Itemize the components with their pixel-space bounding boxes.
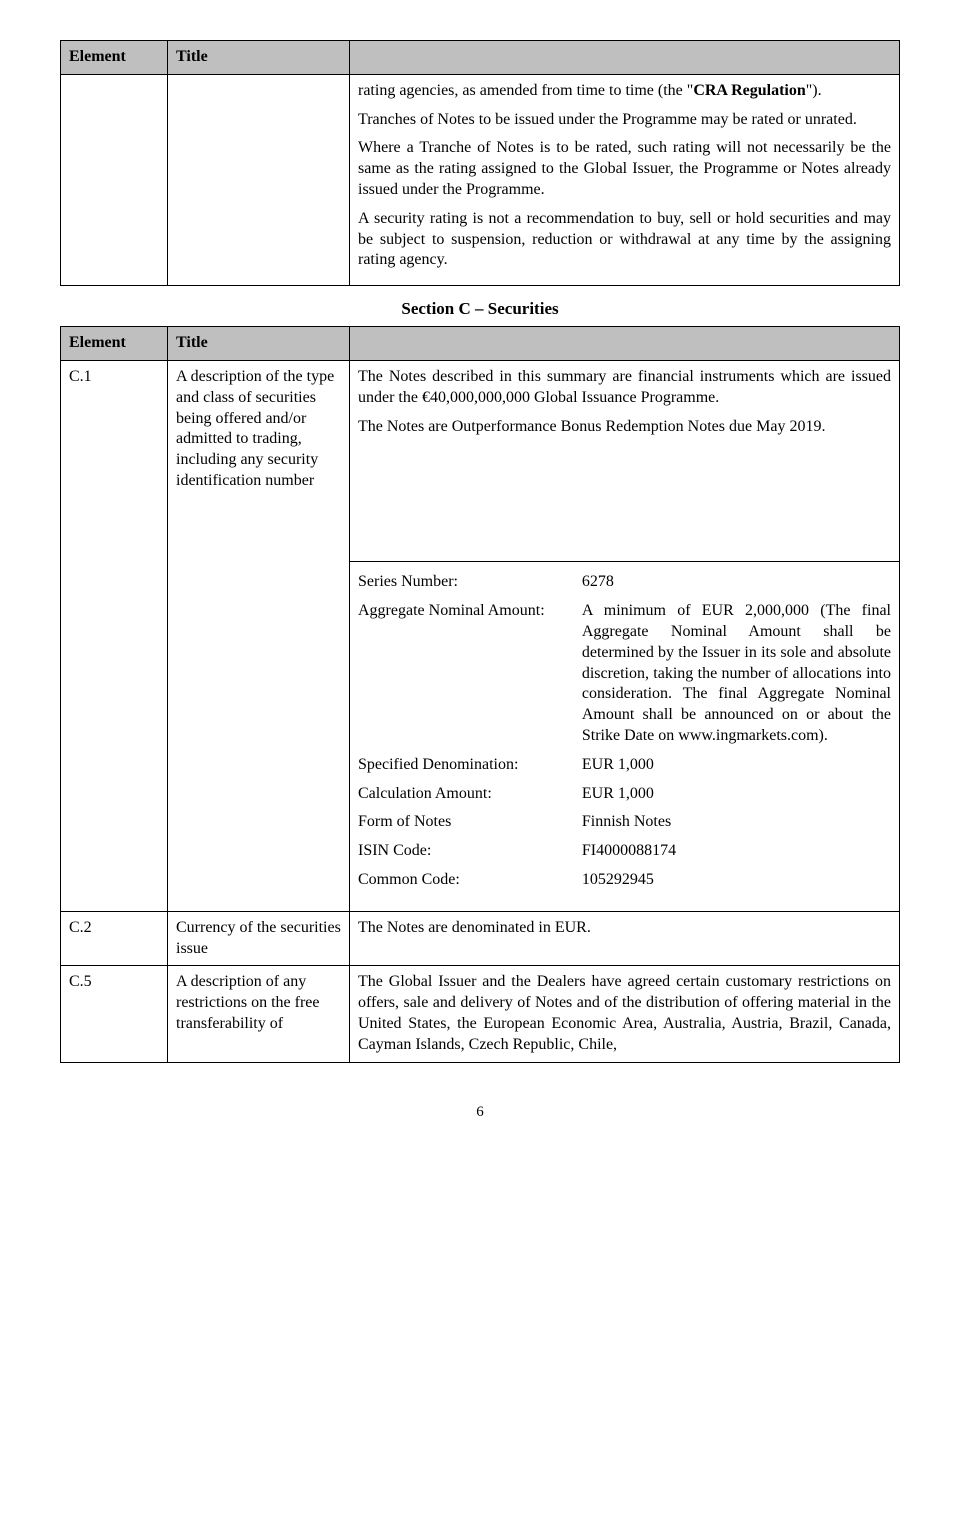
c1-kv-cell: Series Number: 6278 Aggregate Nominal Am… xyxy=(350,562,900,911)
t2-header-title: Title xyxy=(168,327,350,361)
t1-p1a: rating agencies, as amended from time to… xyxy=(358,82,693,99)
c1-id: C.1 xyxy=(61,361,168,912)
t1-p4: A security rating is not a recommendatio… xyxy=(358,209,891,271)
header-element: Element xyxy=(61,41,168,75)
t1-p3: Where a Tranche of Notes is to be rated,… xyxy=(358,138,891,200)
c1-desc-cell: The Notes described in this summary are … xyxy=(350,361,900,562)
header-title: Title xyxy=(168,41,350,75)
t2-header-element: Element xyxy=(61,327,168,361)
section-c-heading: Section C – Securities xyxy=(60,298,900,320)
kv-value-5: FI4000088174 xyxy=(582,837,891,866)
kv-table: Series Number: 6278 Aggregate Nominal Am… xyxy=(358,568,891,894)
t1-body-cell: rating agencies, as amended from time to… xyxy=(350,74,900,285)
c2-id: C.2 xyxy=(61,911,168,966)
c1-desc1: The Notes described in this summary are … xyxy=(358,367,891,409)
kv-label-1: Aggregate Nominal Amount: xyxy=(358,597,582,751)
kv-label-6: Common Code: xyxy=(358,866,582,895)
table-element-securities: Element Title C.1 A description of the t… xyxy=(60,326,900,1062)
c5-title: A description of any restrictions on the… xyxy=(168,966,350,1062)
kv-label-2: Specified Denomination: xyxy=(358,751,582,780)
kv-value-3: EUR 1,000 xyxy=(582,780,891,809)
c1-title: A description of the type and class of s… xyxy=(168,361,350,912)
kv-value-1: A minimum of EUR 2,000,000 (The final Ag… xyxy=(582,597,891,751)
header-blank xyxy=(350,41,900,75)
kv-value-0: 6278 xyxy=(582,568,891,597)
kv-value-2: EUR 1,000 xyxy=(582,751,891,780)
kv-label-4: Form of Notes xyxy=(358,808,582,837)
c1-desc2: The Notes are Outperformance Bonus Redem… xyxy=(358,417,891,438)
kv-label-5: ISIN Code: xyxy=(358,837,582,866)
kv-value-6: 105292945 xyxy=(582,866,891,895)
t1-p1b: CRA Regulation xyxy=(693,82,805,99)
t1-title-cell xyxy=(168,74,350,285)
t1-element-cell xyxy=(61,74,168,285)
kv-label-0: Series Number: xyxy=(358,568,582,597)
c5-id: C.5 xyxy=(61,966,168,1062)
t1-p1c: "). xyxy=(806,82,822,99)
kv-label-3: Calculation Amount: xyxy=(358,780,582,809)
c2-title: Currency of the securities issue xyxy=(168,911,350,966)
kv-value-4: Finnish Notes xyxy=(582,808,891,837)
page-number: 6 xyxy=(60,1103,900,1123)
c5-desc: The Global Issuer and the Dealers have a… xyxy=(350,966,900,1062)
table-element-top: Element Title rating agencies, as amende… xyxy=(60,40,900,286)
t1-p2: Tranches of Notes to be issued under the… xyxy=(358,110,891,131)
c2-desc: The Notes are denominated in EUR. xyxy=(350,911,900,966)
t2-header-blank xyxy=(350,327,900,361)
